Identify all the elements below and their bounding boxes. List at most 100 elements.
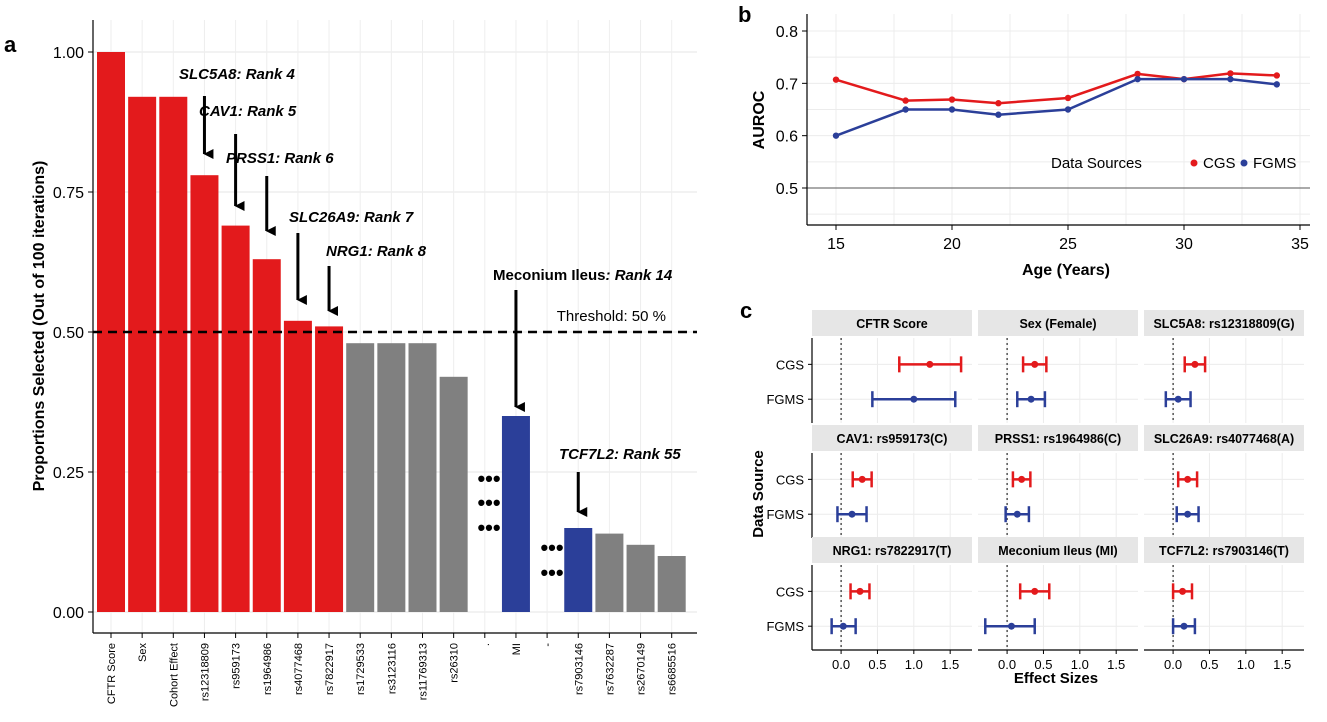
x-tick-label: 0.0 <box>998 657 1016 672</box>
x-tick-label: Cohort Effect <box>168 643 180 707</box>
bar-rs3123116 <box>377 343 406 612</box>
x-tick-label: rs26310 <box>449 643 461 683</box>
x-tick-label: 0.5 <box>1034 657 1052 672</box>
bar-rs6685516 <box>657 556 686 612</box>
data-point-fgms <box>1227 75 1234 83</box>
bar-rs2670149 <box>626 544 655 612</box>
estimate-point-cgs <box>1031 360 1039 368</box>
y-tick-label: FGMS <box>766 392 804 407</box>
x-axis-title: Age (Years) <box>1022 262 1110 279</box>
annotation-label: SLC5A8: Rank 4 <box>179 66 296 83</box>
x-tick-label: rs1964986 <box>262 643 274 695</box>
y-tick-label: 0.50 <box>53 325 84 342</box>
facet-strip <box>978 310 1138 336</box>
y-tick-label: 0.25 <box>53 465 84 482</box>
facet-title: SLC26A9: rs4077468(A) <box>1154 432 1294 446</box>
data-point-cgs <box>995 100 1002 107</box>
data-point-fgms <box>1064 106 1072 113</box>
bar-rs12318809 <box>190 175 219 612</box>
gap-marker: ••• <box>477 466 500 491</box>
threshold-label: Threshold: 50 % <box>557 308 666 325</box>
annotation-label: NRG1: Rank 8 <box>326 243 427 260</box>
y-axis-title: Proportions Selected (Out of 100 iterati… <box>31 161 48 492</box>
data-point-cgs <box>832 76 840 83</box>
gap-marker: ••• <box>477 515 500 540</box>
x-tick-label: 0.0 <box>832 657 850 672</box>
facet-strip <box>1144 310 1304 336</box>
data-point-cgs <box>948 96 956 103</box>
bar-rs26310 <box>439 376 468 612</box>
x-tick-label: rs7632287 <box>604 643 616 695</box>
x-tick-label: 1.0 <box>1237 657 1255 672</box>
data-point-cgs <box>1064 94 1072 102</box>
estimate-point-cgs <box>1018 475 1026 483</box>
annotation-label: Meconium Ileus: Rank 14 <box>493 267 673 284</box>
data-point-fgms <box>1273 81 1281 88</box>
annotation-gene: NRG1 <box>326 243 368 260</box>
data-point-fgms <box>902 106 909 113</box>
x-tick-label: 30 <box>1175 236 1193 253</box>
data-point-fgms <box>832 132 840 139</box>
x-tick-label: 1.5 <box>1107 657 1125 672</box>
facet-title: Meconium Ileus (MI) <box>998 544 1117 558</box>
estimate-point-cgs <box>1184 475 1192 483</box>
y-tick-label: 1.00 <box>53 45 84 62</box>
estimate-point-fgms <box>1180 622 1188 630</box>
annotation-rank: : Rank 7 <box>355 209 414 226</box>
annotation-rank: : Rank 5 <box>238 103 297 120</box>
x-tick-label: rs959173 <box>231 643 243 689</box>
estimate-point-fgms <box>1174 395 1182 403</box>
x-tick-label: 1.5 <box>1273 657 1291 672</box>
y-tick-label: FGMS <box>766 619 804 634</box>
panel-label-c: c <box>740 298 752 323</box>
legend-label-fgms: FGMS <box>1253 155 1296 172</box>
data-point-fgms <box>1134 75 1141 83</box>
annotation-rank: : Rank 55 <box>614 446 681 463</box>
legend-swatch-fgms <box>1240 159 1248 167</box>
series-line-cgs <box>835 72 1277 105</box>
bar-rs7632287 <box>595 533 624 612</box>
x-tick-label: rs11769313 <box>418 643 430 700</box>
bar-cohort-effect <box>159 96 188 613</box>
x-tick-label: 1.0 <box>905 657 923 672</box>
x-tick-label: Sex <box>137 643 149 662</box>
y-tick-label: CGS <box>776 357 805 372</box>
facet-strip <box>978 537 1138 563</box>
bar-rs1729533 <box>346 343 375 612</box>
legend-swatch-cgs <box>1190 159 1198 167</box>
estimate-point-fgms <box>1027 395 1035 403</box>
x-tick-label: 1.0 <box>1071 657 1089 672</box>
estimate-point-cgs <box>856 587 864 595</box>
annotation-gene: PRSS1 <box>226 150 275 167</box>
x-tick-label: rs12318809 <box>199 643 211 701</box>
x-tick-label: 35 <box>1291 236 1309 253</box>
estimate-point-fgms <box>839 622 847 630</box>
panel-label-b: b <box>738 2 751 27</box>
estimate-point-fgms <box>1007 622 1015 630</box>
x-axis-title: Effect Sizes <box>1014 670 1098 687</box>
facet-title: SLC5A8: rs12318809(G) <box>1153 317 1294 331</box>
bar-mi <box>501 416 530 612</box>
estimate-point-fgms <box>848 510 856 518</box>
facet-strip <box>812 537 972 563</box>
y-tick-label: 0.6 <box>776 129 798 146</box>
gap-marker: ••• <box>477 490 500 515</box>
y-tick-label: CGS <box>776 472 805 487</box>
data-point-fgms <box>1180 75 1188 83</box>
facet-title: NRG1: rs7822917(T) <box>833 544 952 558</box>
annotation-rank: : Rank 14 <box>606 267 673 284</box>
facet-strip <box>1144 537 1304 563</box>
x-tick-label: CFTR Score <box>106 643 118 704</box>
x-tick-label: 25 <box>1059 236 1077 253</box>
y-axis-title: Data Source <box>750 450 767 538</box>
x-tick-label: 15 <box>827 236 845 253</box>
bar-rs1964986 <box>252 259 281 612</box>
annotation-gene: SLC26A9 <box>289 209 356 226</box>
facet-strip <box>812 310 972 336</box>
y-tick-label: CGS <box>776 584 805 599</box>
bar-rs11769313 <box>408 343 437 612</box>
y-tick-label: FGMS <box>766 507 804 522</box>
annotation-label: PRSS1: Rank 6 <box>226 150 334 167</box>
gap-marker: ••• <box>540 560 563 585</box>
